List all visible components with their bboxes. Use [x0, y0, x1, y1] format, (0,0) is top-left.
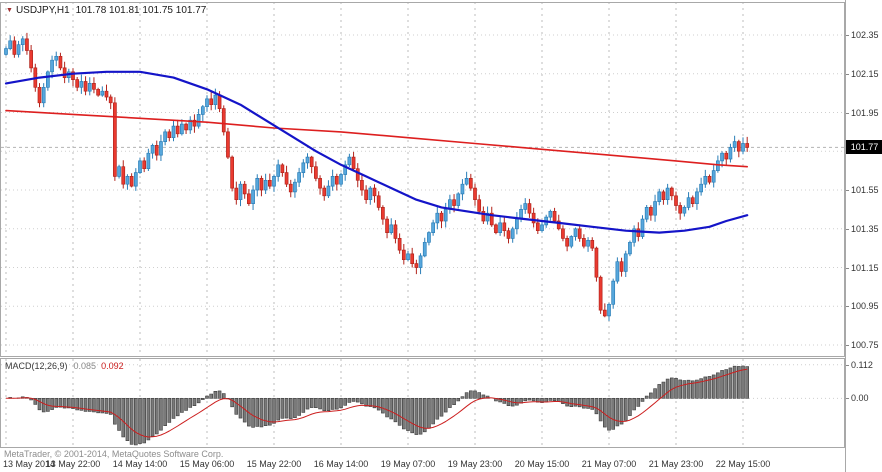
copyright-text: MetaTrader, © 2001-2014, MetaQuotes Soft… [4, 449, 224, 459]
macd-indicator-label: MACD(12,26,9) 0.085 0.092 [5, 361, 124, 371]
chart-symbol-timeframe: USDJPY,H1 [15, 5, 70, 16]
time-axis-label: 16 May 14:00 [313, 459, 369, 469]
price-axis-label: 101.35 [851, 223, 879, 234]
time-axis-label: 21 May 23:00 [648, 459, 704, 469]
axis-tick [846, 345, 849, 346]
time-axis[interactable]: 13 May 2014 13 May 22:00 14 May 14:00 15 Ma… [0, 459, 845, 472]
price-axis-label: 101.15 [851, 262, 879, 273]
axis-tick [846, 398, 849, 400]
price-axis-label: 100.95 [851, 301, 879, 312]
price-axis-label: 100.75 [851, 340, 879, 350]
macd-axis-label: 0.112 [851, 359, 873, 370]
macd-indicator-canvas[interactable] [0, 358, 845, 448]
price-axis-label: 101.55 [851, 185, 879, 195]
axis-tick [846, 112, 849, 114]
current-price-tag: 101.77 [846, 140, 882, 155]
price-chart-canvas[interactable] [0, 0, 845, 358]
axis-tick [846, 35, 849, 36]
axis-tick [846, 267, 849, 269]
price-axis-label: 101.95 [851, 107, 879, 118]
axis-tick [846, 306, 849, 308]
time-axis-label: 15 May 22:00 [246, 459, 302, 469]
axis-tick [846, 364, 849, 366]
macd-name: MACD(12,26,9) [5, 361, 68, 371]
chart-title: ▼ USDJPY,H1 101.78 101.81 101.75 101.77 [6, 5, 206, 16]
time-axis-label: 20 May 15:00 [514, 459, 570, 469]
axis-tick [846, 228, 849, 230]
macd-signal-value: 0.092 [101, 361, 124, 371]
time-axis-label: 15 May 06:00 [179, 459, 235, 469]
price-axis[interactable]: 101.77 102.35102.15101.95101.75101.55101… [845, 0, 882, 472]
time-axis-label: 19 May 07:00 [380, 459, 436, 469]
price-axis-label: 102.35 [851, 30, 879, 40]
chart-ohlc-values: 101.78 101.81 101.75 101.77 [75, 5, 207, 16]
symbol-dropdown-icon: ▼ [6, 7, 13, 14]
macd-main-value: 0.085 [73, 361, 97, 371]
time-axis-label: 19 May 23:00 [447, 459, 503, 469]
axis-tick [846, 73, 849, 75]
time-axis-label: 21 May 07:00 [581, 459, 637, 469]
time-axis-label: 14 May 14:00 [112, 459, 168, 469]
macd-axis-label: 0.00 [851, 393, 869, 404]
time-axis-label: 13 May 22:00 [45, 459, 101, 469]
time-axis-label: 13 May 2014 [3, 459, 56, 469]
price-axis-label: 102.15 [851, 68, 879, 79]
time-axis-label: 22 May 15:00 [715, 459, 771, 469]
axis-tick [846, 190, 849, 191]
